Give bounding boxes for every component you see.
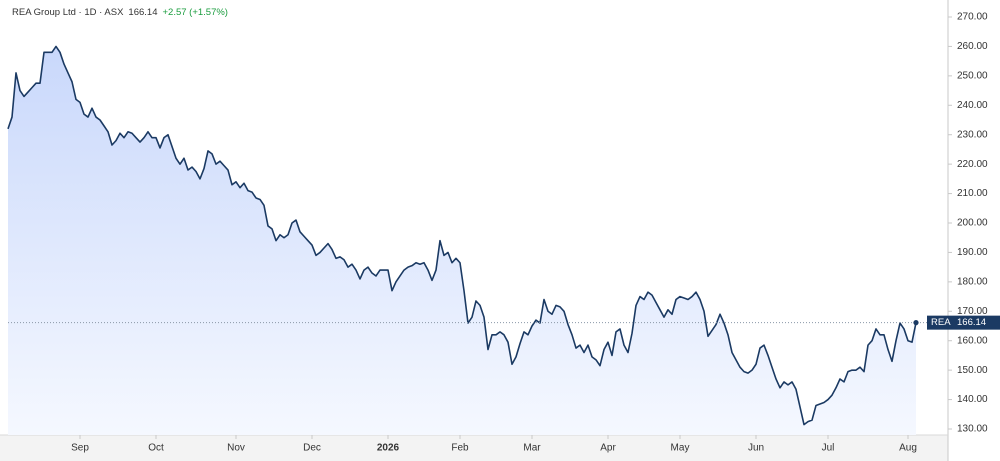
last-value-label: 166.14 xyxy=(957,317,986,328)
header-change: +2.57 (+1.57%) xyxy=(162,7,228,18)
x-tick-label: Dec xyxy=(303,443,321,454)
x-tick-label: Mar xyxy=(523,443,541,454)
y-tick-label: 150.00 xyxy=(957,365,988,376)
x-tick-label: Aug xyxy=(899,443,917,454)
y-tick-label: 230.00 xyxy=(957,129,988,140)
x-tick-label: Oct xyxy=(148,443,164,454)
y-tick-label: 250.00 xyxy=(957,70,988,81)
y-tick-label: 130.00 xyxy=(957,424,988,435)
x-tick-label: 2026 xyxy=(377,443,400,454)
last-value-box xyxy=(927,315,1000,330)
line xyxy=(7,45,917,426)
x-axis-band xyxy=(0,435,948,461)
y-tick-label: 200.00 xyxy=(957,218,988,229)
header-price: 166.14 xyxy=(128,7,157,18)
y-tick-label: 220.00 xyxy=(957,159,988,170)
y-tick-label: 140.00 xyxy=(957,394,988,405)
y-tick-label: 170.00 xyxy=(957,306,988,317)
y-tick-label: 260.00 xyxy=(957,41,988,52)
y-tick-label: 190.00 xyxy=(957,247,988,258)
x-tick-label: Feb xyxy=(451,443,469,454)
series-name: REA xyxy=(931,317,951,328)
header-title: REA Group Ltd · 1D · ASX xyxy=(12,7,124,18)
x-tick-label: Nov xyxy=(227,443,245,454)
x-tick-label: Apr xyxy=(600,443,616,454)
header: REA Group Ltd · 1D · ASX 166.14 +2.57 (+1.… xyxy=(12,7,228,18)
x-tick-label: Sep xyxy=(71,443,89,454)
y-tick-label: 210.00 xyxy=(957,188,988,199)
area xyxy=(8,46,916,436)
x-tick-label: May xyxy=(671,443,690,454)
y-tick-label: 160.00 xyxy=(957,335,988,346)
y-tick-label: 180.00 xyxy=(957,276,988,287)
x-tick-label: Jul xyxy=(822,443,835,454)
y-tick-label: 270.00 xyxy=(957,12,988,23)
last-point xyxy=(913,320,919,326)
x-tick-label: Jun xyxy=(748,443,764,454)
y-tick-label: 240.00 xyxy=(957,100,988,111)
